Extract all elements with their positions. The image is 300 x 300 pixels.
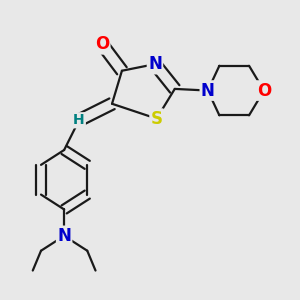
Text: O: O xyxy=(257,82,271,100)
Text: S: S xyxy=(151,110,163,128)
Text: N: N xyxy=(148,55,162,73)
Text: H: H xyxy=(73,113,85,127)
Text: N: N xyxy=(201,82,215,100)
Text: O: O xyxy=(95,35,109,53)
Text: N: N xyxy=(57,227,71,245)
